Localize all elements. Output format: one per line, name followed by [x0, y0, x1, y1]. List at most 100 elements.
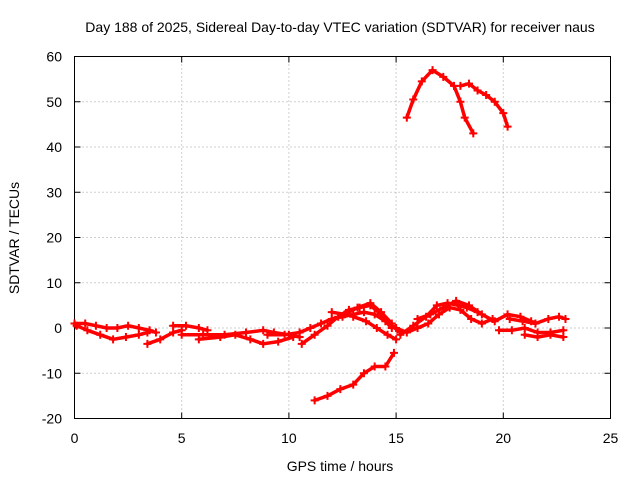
- data-point: [124, 321, 133, 330]
- data-point: [310, 396, 319, 405]
- data-point: [503, 122, 512, 131]
- series-track-15: [495, 324, 568, 337]
- data-point: [392, 324, 401, 332]
- data-point: [439, 72, 448, 81]
- data-point: [156, 335, 165, 344]
- data-point: [91, 321, 100, 330]
- data-point: [169, 321, 178, 330]
- data-point: [72, 321, 81, 330]
- series-track-2: [72, 321, 152, 344]
- data-point: [452, 296, 461, 305]
- data-point: [507, 326, 516, 335]
- data-point: [242, 328, 251, 337]
- data-point: [381, 362, 390, 371]
- series-track-12: [392, 303, 497, 337]
- data-point: [417, 77, 426, 86]
- data-point: [533, 333, 542, 342]
- data-point: [372, 324, 381, 332]
- x-tick-label: 0: [71, 430, 79, 446]
- data-point: [310, 330, 319, 339]
- y-tick-label: -10: [42, 365, 62, 381]
- data-point: [499, 109, 508, 118]
- y-tick-label: 20: [46, 230, 62, 246]
- data-point: [490, 317, 499, 326]
- data-point: [121, 333, 130, 342]
- data-point: [477, 310, 486, 319]
- data-point: [490, 97, 499, 106]
- y-tick-label: -20: [42, 411, 62, 427]
- y-tick-label: 0: [54, 320, 62, 336]
- data-point: [432, 301, 441, 310]
- data-point: [396, 330, 405, 339]
- data-point: [181, 321, 190, 330]
- data-series: [70, 66, 570, 405]
- data-point: [370, 362, 379, 371]
- data-point: [426, 310, 435, 319]
- series-track-1: [70, 319, 160, 337]
- data-point: [349, 380, 358, 389]
- data-point: [469, 129, 478, 138]
- data-point: [561, 314, 570, 323]
- series-track-9: [327, 299, 396, 328]
- data-point: [389, 348, 398, 357]
- y-tick-label: 40: [46, 139, 62, 155]
- gridlines: [74, 56, 611, 419]
- x-axis-label: GPS time / hours: [287, 458, 394, 474]
- series-track-17: [520, 330, 568, 342]
- series-track-19: [456, 79, 512, 131]
- data-point: [383, 330, 392, 339]
- data-point: [413, 314, 422, 323]
- data-point: [306, 324, 315, 332]
- data-point: [359, 369, 368, 378]
- data-point: [520, 330, 529, 339]
- data-point: [274, 337, 283, 346]
- y-axis-label: SDTVAR / TECUs: [6, 182, 22, 294]
- x-tick-label: 25: [603, 430, 619, 446]
- data-point: [323, 321, 332, 330]
- data-point: [246, 335, 255, 344]
- data-point: [495, 326, 504, 335]
- data-point: [544, 314, 553, 323]
- data-point: [456, 97, 465, 106]
- data-point: [477, 319, 486, 328]
- y-tick-label: 60: [46, 49, 62, 65]
- data-point: [464, 301, 473, 310]
- series-line: [522, 333, 566, 339]
- data-point: [387, 319, 396, 328]
- data-point: [531, 319, 540, 328]
- data-point: [377, 308, 386, 317]
- series-track-11: [310, 348, 398, 405]
- data-point: [317, 319, 326, 328]
- data-point: [503, 310, 512, 319]
- data-point: [259, 326, 268, 335]
- data-point: [467, 314, 476, 323]
- data-point: [280, 330, 289, 339]
- series-track-10: [349, 312, 401, 344]
- data-point: [559, 333, 568, 342]
- data-point: [134, 324, 143, 332]
- data-point: [327, 308, 336, 317]
- data-point: [216, 333, 225, 342]
- data-point: [366, 299, 375, 308]
- data-point: [473, 86, 482, 95]
- data-point: [340, 310, 349, 319]
- data-point: [409, 95, 418, 104]
- series-track-4: [169, 321, 212, 335]
- series-track-8: [297, 301, 405, 348]
- data-point: [143, 339, 152, 348]
- data-point: [464, 79, 473, 88]
- data-point: [439, 303, 448, 312]
- data-point: [96, 330, 105, 339]
- data-point: [460, 113, 469, 122]
- data-point: [259, 339, 268, 348]
- data-point: [424, 319, 433, 328]
- data-point: [177, 330, 186, 339]
- data-point: [555, 312, 564, 321]
- chart-title: Day 188 of 2025, Sidereal Day-to-day VTE…: [85, 19, 594, 35]
- data-point: [353, 303, 362, 312]
- series-line: [171, 323, 210, 333]
- data-point: [546, 330, 555, 339]
- data-point: [109, 335, 118, 344]
- data-point: [402, 113, 411, 122]
- data-point: [81, 319, 90, 328]
